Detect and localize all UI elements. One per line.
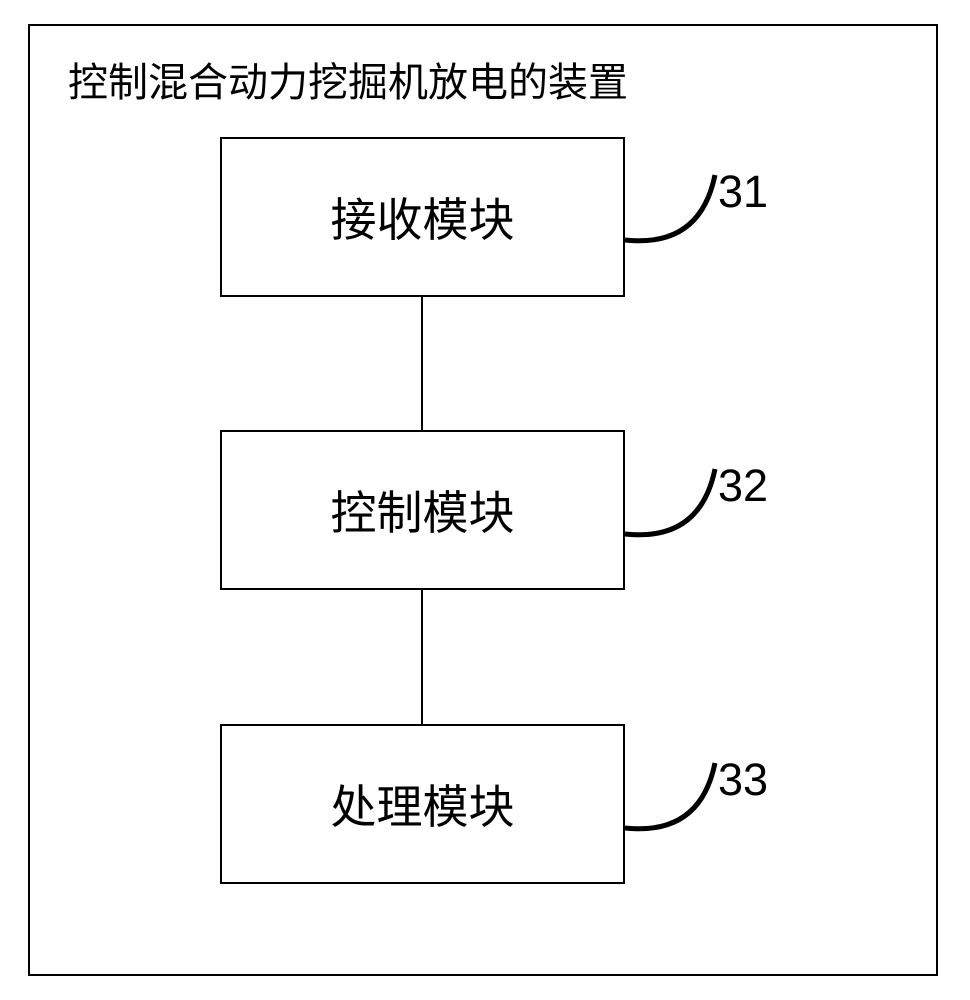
leader-line-process — [0, 0, 970, 1000]
connector-2 — [421, 590, 423, 724]
diagram-canvas: 控制混合动力挖掘机放电的装置 接收模块 31 控制模块 32 处理模块 33 — [0, 0, 970, 1000]
connector-1 — [421, 297, 423, 430]
ref-label-33: 33 — [718, 754, 768, 806]
